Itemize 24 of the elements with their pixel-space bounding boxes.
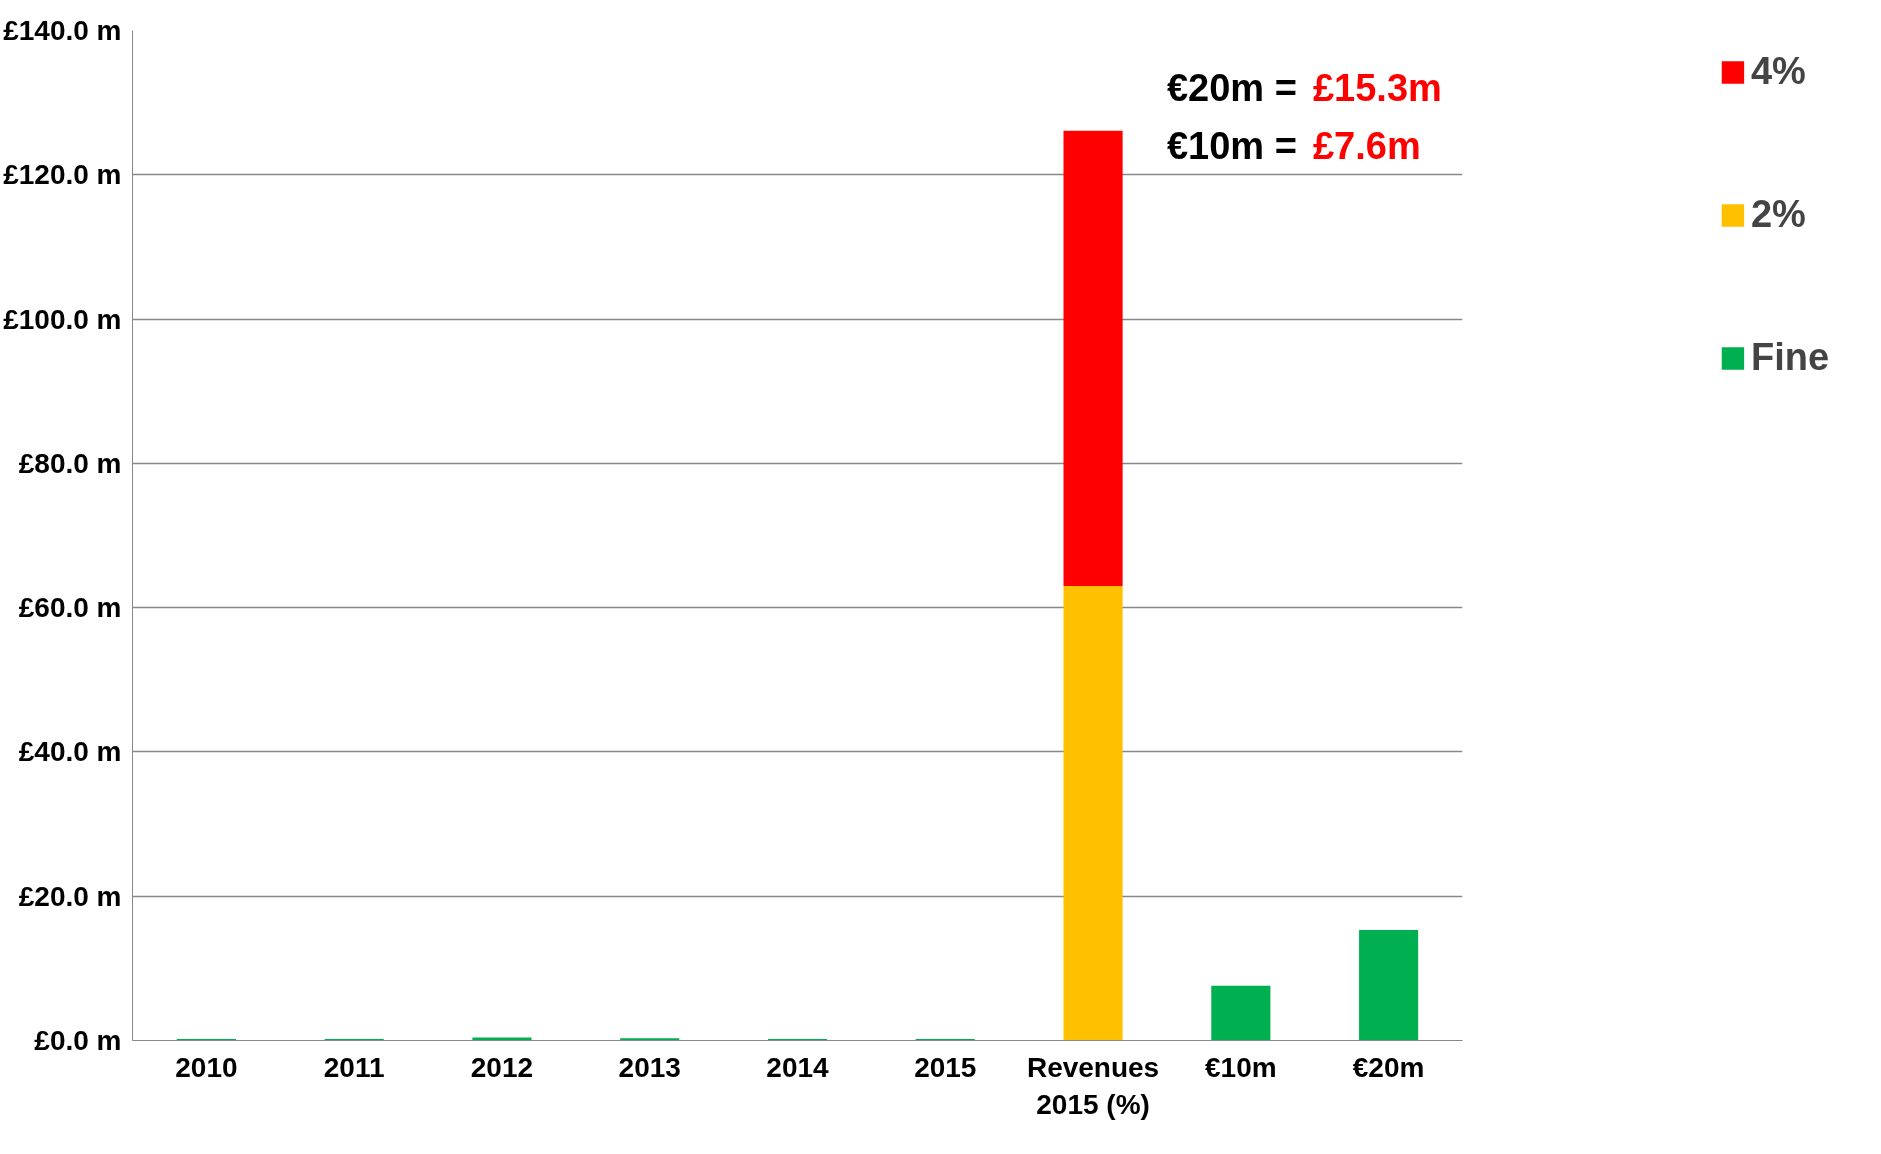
x-tick-label: 2010 — [175, 1051, 238, 1083]
legend-label: Fine — [1750, 336, 1830, 379]
y-tick-label: £120.0 m — [3, 159, 122, 191]
legend-label: 2% — [1750, 193, 1806, 236]
x-tick-label: 2012 — [470, 1051, 534, 1083]
annotation: €10m = — [1166, 124, 1297, 167]
x-tick-label: Revenues 2015 (%) — [1026, 1051, 1160, 1120]
x-tick-label: 2013 — [618, 1051, 681, 1083]
annotation: £7.6m — [1312, 124, 1421, 167]
y-tick-label: £40.0 m — [18, 736, 122, 768]
x-tick-label: 2014 — [766, 1051, 830, 1083]
y-tick-label: £0.0 m — [34, 1025, 122, 1056]
x-tick-label: €10m — [1205, 1051, 1277, 1083]
y-tick-label: £60.0 m — [18, 592, 122, 624]
legend-label: 4% — [1750, 50, 1806, 93]
y-tick-label: £140.0 m — [3, 15, 122, 46]
annotation: £15.3m — [1312, 67, 1442, 110]
x-tick-label: €20m — [1352, 1051, 1425, 1083]
x-tick-label: 2015 — [914, 1051, 977, 1083]
y-tick-label: £80.0 m — [18, 447, 122, 479]
x-tick-label: 2011 — [323, 1051, 385, 1083]
annotation: €20m = — [1166, 67, 1297, 110]
y-tick-label: £100.0 m — [3, 303, 122, 335]
y-tick-label: £20.0 m — [18, 880, 122, 912]
